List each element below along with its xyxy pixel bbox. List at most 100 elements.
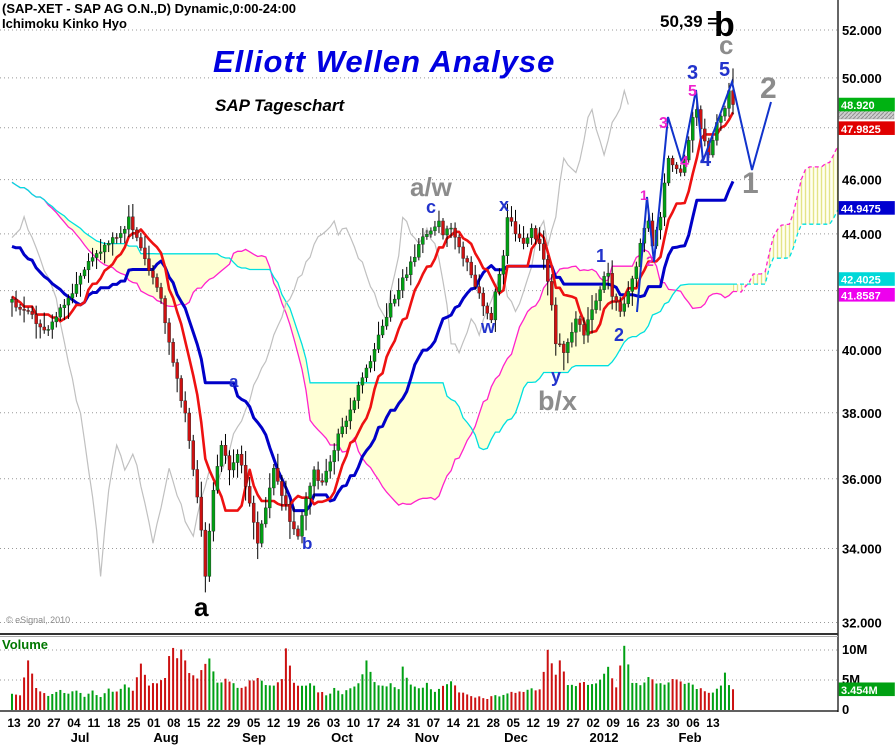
- wave-label: 3: [687, 62, 698, 84]
- wave-label: w: [480, 317, 496, 337]
- week-label: 16: [626, 716, 640, 730]
- study-title: Ichimoku Kinko Hyo: [2, 16, 127, 31]
- week-label: 04: [67, 716, 81, 730]
- candlesticks: [10, 68, 735, 593]
- week-label: 08: [167, 716, 181, 730]
- wave-label: y: [551, 366, 561, 386]
- week-label: 10: [347, 716, 361, 730]
- week-label: 18: [107, 716, 121, 730]
- wave-label: 4: [680, 154, 689, 171]
- week-label: 25: [127, 716, 141, 730]
- price-badge: [838, 272, 895, 286]
- week-label: 09: [606, 716, 620, 730]
- volume-badge: [838, 682, 895, 697]
- price-badge: [838, 121, 895, 135]
- pane-borders: [0, 0, 839, 712]
- month-label: 2012: [590, 730, 619, 745]
- wave-label: 1: [596, 246, 606, 266]
- tenkan-sen-line: [11, 111, 735, 512]
- week-label: 07: [427, 716, 441, 730]
- elliott-wave-line: [636, 78, 772, 313]
- main-title: Elliott Wellen Analyse: [213, 44, 556, 79]
- wave-label: c: [719, 30, 733, 60]
- price-badge-text: 42.4025: [841, 275, 881, 287]
- week-label: 19: [287, 716, 301, 730]
- wave-label: b: [302, 534, 312, 553]
- month-label: Sep: [242, 730, 266, 745]
- week-label: 02: [586, 716, 600, 730]
- price-badge-text: 44.9475: [841, 203, 881, 215]
- price-badge-text: 47.9825: [841, 124, 881, 136]
- week-label: 27: [47, 716, 61, 730]
- senkou-span-b-future-line: [733, 209, 839, 285]
- week-label: 22: [207, 716, 221, 730]
- symbol-title: (SAP-XET - SAP AG O.N.,D) Dynamic,0:00-2…: [2, 1, 297, 16]
- price-badge: [838, 201, 895, 215]
- price-axis-label: 50.000: [842, 71, 882, 86]
- week-label: 11: [88, 716, 101, 730]
- senkou-span-b-line: [11, 181, 733, 451]
- volume-pane-label: Volume: [2, 637, 48, 652]
- week-label: 29: [227, 716, 241, 730]
- month-label: Nov: [415, 730, 440, 745]
- week-label: 06: [686, 716, 700, 730]
- week-label: 19: [547, 716, 561, 730]
- week-label: 27: [566, 716, 580, 730]
- week-label: 13: [7, 716, 21, 730]
- month-label: Dec: [504, 730, 528, 745]
- wave-label: 50,39 =: [660, 12, 717, 31]
- week-label: 26: [307, 716, 321, 730]
- wave-label: 2: [760, 72, 777, 105]
- wave-label: 1: [742, 167, 759, 200]
- wave-label: c: [426, 197, 436, 217]
- volume-bars: [11, 645, 735, 710]
- week-label: 28: [487, 716, 501, 730]
- week-label: 20: [27, 716, 41, 730]
- wave-label: a/w: [410, 172, 453, 202]
- wave-label: 3: [659, 115, 668, 132]
- date-axis[interactable]: 13 20 27 04 11 18 25 01 08 15 22 29 05 12 19 26 03 10 17 24…: [7, 716, 720, 745]
- wave-label: b/x: [538, 386, 577, 416]
- week-label: 12: [267, 716, 281, 730]
- wave-label: x: [499, 195, 509, 215]
- price-badge: [838, 97, 895, 112]
- wave-label: 5: [688, 83, 697, 100]
- chikou-span-line: [11, 88, 629, 577]
- volume-axis-label: 0: [842, 702, 849, 717]
- week-label: 14: [447, 716, 461, 730]
- week-label: 31: [407, 716, 421, 730]
- volume-badge-text: 3.454M: [841, 685, 878, 697]
- senkou-span-a-future-line: [733, 146, 839, 293]
- price-badge-text: 41.8587: [841, 290, 881, 302]
- wave-label: 2: [646, 253, 654, 269]
- month-label: Jul: [71, 730, 90, 745]
- price-axis-label: 44.000: [842, 227, 882, 242]
- price-axis-label: 34.000: [842, 542, 882, 557]
- subtitle: SAP Tageschart: [215, 96, 345, 115]
- wave-label: b: [714, 6, 735, 44]
- price-axis-label: 36.000: [842, 472, 882, 487]
- month-label: Feb: [678, 730, 701, 745]
- wave-label: 5: [719, 59, 730, 81]
- week-label: 03: [327, 716, 341, 730]
- price-axis[interactable]: 52.000 50.000 46.000 44.000 40.000 38.000 36.0…: [838, 23, 895, 717]
- wave-label: a: [229, 372, 239, 391]
- week-label: 30: [666, 716, 680, 730]
- wave-label: 1: [640, 187, 648, 203]
- esignal-watermark: © eSignal, 2010: [6, 615, 71, 625]
- week-label: 17: [367, 716, 381, 730]
- price-axis-label: 40.000: [842, 343, 882, 358]
- wave-label: 2: [614, 325, 624, 345]
- ichimoku-cloud: [11, 146, 839, 506]
- week-label: 13: [706, 716, 720, 730]
- senkou-span-a-line: [11, 181, 734, 506]
- wave-label: a: [194, 592, 209, 622]
- week-label: 24: [387, 716, 401, 730]
- price-axis-label: 46.000: [842, 173, 882, 188]
- price-axis-label: 38.000: [842, 406, 882, 421]
- price-axis-label: 52.000: [842, 23, 882, 38]
- week-label: 12: [527, 716, 541, 730]
